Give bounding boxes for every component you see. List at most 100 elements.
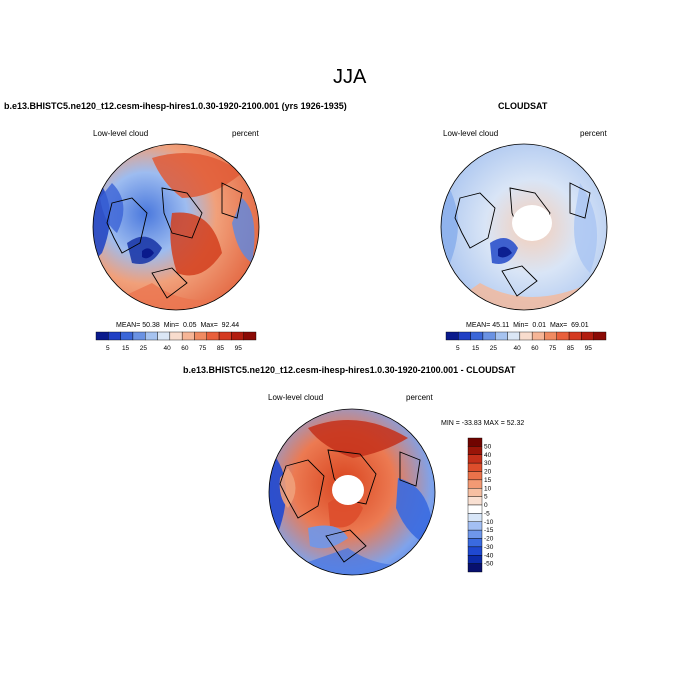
colorbar-tick-label: 20 — [484, 469, 492, 476]
colorbar-swatch — [181, 331, 195, 341]
colorbar-swatch — [495, 331, 508, 341]
colorbar-tick-label: 60 — [181, 345, 189, 352]
panel-1-stats: MEAN= 50.38 Min= 0.05 Max= 92.44 — [116, 322, 239, 329]
panel-3-left-label: Low-level cloud — [268, 393, 324, 402]
colorbar-swatch — [206, 331, 220, 341]
panel-2-min-label: Min= — [513, 322, 529, 329]
panel-2-max-label: Max= — [549, 322, 568, 329]
colorbar-tick-label: 5 — [106, 345, 110, 352]
colorbar-tick-label: 95 — [585, 345, 593, 352]
panel-1-colorbar: 5 15 25 40 60 75 85 95 — [95, 331, 257, 352]
colorbar-swatch — [544, 331, 557, 341]
page-title: JJA — [333, 66, 367, 88]
panel-1-left-label: Low-level cloud — [93, 129, 149, 138]
colorbar-swatch — [467, 513, 483, 522]
colorbar-swatch — [231, 331, 244, 341]
colorbar-tick-label: 85 — [567, 345, 575, 352]
colorbar-tick-label: 25 — [490, 345, 498, 352]
colorbar-swatch — [467, 496, 483, 506]
colorbar-swatch — [531, 331, 545, 341]
panel-2-colorbar: 5 15 25 40 60 75 85 95 — [445, 331, 607, 352]
colorbar-swatch — [568, 331, 582, 341]
colorbar-tick-label: -20 — [484, 536, 494, 543]
panel-2-min: 0.01 — [532, 322, 547, 329]
colorbar-tick-label: 40 — [163, 345, 171, 352]
panel-2-right-label: percent — [580, 129, 607, 138]
panel-1-min-label: Min= — [163, 322, 180, 329]
panel-1-right-label: percent — [232, 129, 259, 138]
colorbar-tick-label: 5 — [484, 494, 488, 501]
colorbar-swatch — [470, 331, 484, 341]
colorbar-tick-label: 30 — [484, 460, 492, 467]
panel-2-max: 69.01 — [571, 322, 589, 329]
panel-2-polar-map — [440, 143, 608, 311]
panel-3-stats: MIN = -33.83 MAX = 52.32 — [441, 420, 525, 427]
colorbar-swatch — [467, 479, 483, 489]
colorbar-tick-label: 40 — [484, 452, 492, 459]
colorbar-tick-label: 75 — [549, 345, 557, 352]
colorbar-swatch — [157, 331, 171, 341]
colorbar-swatch — [108, 331, 121, 341]
colorbar-swatch — [467, 555, 483, 564]
colorbar-tick-label: -40 — [484, 552, 494, 559]
colorbar-tick-label: 40 — [513, 345, 521, 352]
colorbar-swatch — [467, 488, 483, 497]
colorbar-swatch — [581, 331, 594, 341]
panel-1-max: 92.44 — [221, 322, 240, 329]
colorbar-swatch — [556, 331, 570, 341]
colorbar-swatch — [467, 454, 483, 464]
colorbar-tick-label: 15 — [484, 477, 492, 484]
panel-2-mean: 45.11 — [492, 322, 510, 329]
colorbar-swatch — [194, 331, 207, 341]
colorbar-tick-label: 95 — [235, 345, 243, 352]
colorbar-swatch — [95, 331, 109, 341]
colorbar-tick-label: -10 — [484, 519, 494, 526]
colorbar-swatch — [467, 521, 483, 531]
colorbar-tick-label: 50 — [484, 443, 492, 450]
colorbar-swatch — [132, 331, 146, 341]
colorbar-swatch — [467, 529, 483, 539]
colorbar-swatch — [467, 504, 483, 514]
panel-3-title: b.e13.BHISTC5.ne120_t12.cesm-ihesp-hires… — [183, 365, 516, 375]
panel-1-max-label: Max= — [200, 322, 218, 329]
panel-2-mean-label: MEAN= — [466, 322, 491, 329]
panel-3-polar-map — [268, 408, 436, 576]
colorbar-tick-label: -15 — [484, 527, 494, 534]
panel-1-min: 0.05 — [182, 322, 197, 329]
colorbar-swatch — [169, 331, 183, 341]
panel-1-polar-map — [92, 143, 260, 311]
colorbar-tick-label: 15 — [472, 345, 480, 352]
colorbar-tick-label: 15 — [122, 345, 130, 352]
colorbar-swatch — [467, 462, 483, 472]
colorbar-swatch — [593, 331, 607, 341]
colorbar-tick-label: 60 — [531, 345, 539, 352]
colorbar-tick-label: -50 — [484, 561, 494, 568]
panel-2-left-label: Low-level cloud — [443, 129, 499, 138]
colorbar-swatch — [458, 331, 471, 341]
colorbar-swatch — [467, 446, 483, 455]
colorbar-swatch — [218, 331, 232, 341]
colorbar-swatch — [519, 331, 533, 341]
colorbar-swatch — [467, 563, 483, 573]
colorbar-swatch — [445, 331, 459, 341]
panel-1-title: b.e13.BHISTC5.ne120_t12.cesm-ihesp-hires… — [4, 101, 347, 111]
colorbar-swatch — [467, 538, 483, 548]
colorbar-tick-label: -30 — [484, 544, 494, 551]
panel-2-stats: MEAN= 45.11 Min= 0.01 Max= 69.01 — [466, 322, 589, 329]
colorbar-tick-label: 85 — [217, 345, 225, 352]
colorbar-tick-label: 75 — [199, 345, 207, 352]
colorbar-tick-label: 0 — [484, 502, 488, 509]
colorbar-tick-label: 5 — [456, 345, 460, 352]
colorbar-swatch — [145, 331, 158, 341]
panel-1-mean-label: MEAN= — [116, 322, 141, 329]
colorbar-swatch — [467, 471, 483, 481]
panel-2-title: CLOUDSAT — [498, 101, 548, 111]
colorbar-swatch — [243, 331, 257, 341]
colorbar-swatch — [507, 331, 521, 341]
colorbar-tick-label: 25 — [140, 345, 148, 352]
colorbar-swatch — [482, 331, 496, 341]
colorbar-swatch — [467, 546, 483, 556]
colorbar-swatch — [120, 331, 134, 341]
panel-3-right-label: percent — [406, 393, 433, 402]
